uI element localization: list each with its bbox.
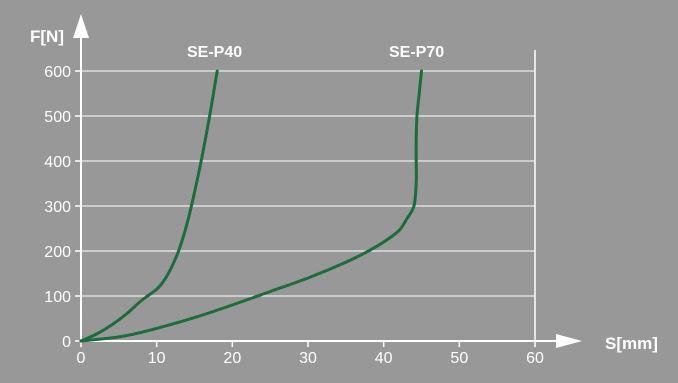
x-axis-title: S[mm] bbox=[605, 334, 658, 353]
x-tick-label-0: 0 bbox=[77, 350, 86, 367]
x-tick-label-60: 60 bbox=[526, 350, 544, 367]
y-tick-label-0: 0 bbox=[62, 334, 71, 351]
x-tick-label-30: 30 bbox=[299, 350, 317, 367]
y-axis-arrow bbox=[73, 14, 89, 38]
x-tick-label-20: 20 bbox=[223, 350, 241, 367]
x-axis-arrow bbox=[556, 334, 582, 348]
x-tick-label-10: 10 bbox=[148, 350, 166, 367]
y-tick-label-500: 500 bbox=[44, 109, 71, 126]
y-tick-label-300: 300 bbox=[44, 199, 71, 216]
y-tick-label-400: 400 bbox=[44, 154, 71, 171]
y-axis-title: F[N] bbox=[30, 27, 64, 46]
y-tick-label-100: 100 bbox=[44, 289, 71, 306]
x-tick-label-40: 40 bbox=[375, 350, 393, 367]
x-tick-label-50: 50 bbox=[450, 350, 468, 367]
series-layer bbox=[79, 69, 423, 343]
y-tick-label-200: 200 bbox=[44, 244, 71, 261]
grid-layer bbox=[81, 50, 536, 341]
series-line-se-p70 bbox=[79, 69, 423, 343]
series-line-se-p40 bbox=[79, 69, 219, 343]
axes-layer: 0 100 200 300 400 500 600 0 10 20 30 40 50 60 bbox=[44, 14, 582, 367]
series-label-se-p70: SE-P70 bbox=[389, 44, 444, 61]
y-tick-label-600: 600 bbox=[44, 64, 71, 81]
series-label-se-p40: SE-P40 bbox=[187, 44, 242, 61]
